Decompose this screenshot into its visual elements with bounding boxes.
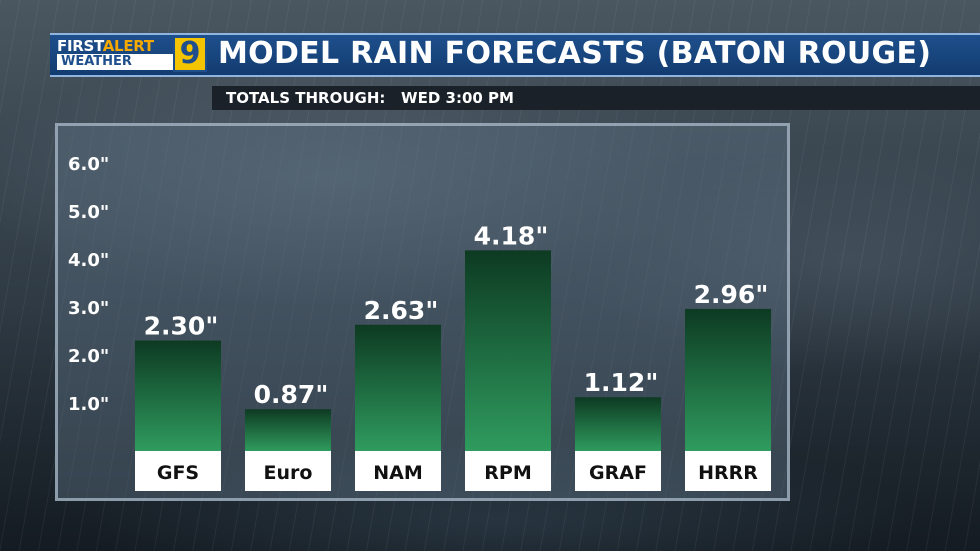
category-label-box	[355, 451, 441, 491]
y-tick-label: 1.0"	[68, 394, 109, 415]
bar-value-label: 0.87"	[254, 380, 329, 409]
page-title: MODEL RAIN FORECASTS (BATON ROUGE)	[218, 36, 932, 71]
category-label: NAM	[373, 462, 423, 484]
bar-group-gfs: 2.30" GFS	[135, 312, 221, 491]
logo-alert-text: ALERT	[102, 37, 154, 55]
category-label-box	[245, 451, 331, 491]
y-tick-label: 3.0"	[68, 298, 109, 319]
category-label-box	[685, 451, 771, 491]
y-tick-label: 6.0"	[68, 154, 109, 175]
bar	[355, 324, 441, 451]
category-label-box	[465, 451, 551, 491]
category-label-box	[135, 451, 221, 491]
bar	[575, 397, 661, 451]
bar-group-hrrr: 2.96" HRRR	[685, 280, 771, 491]
bar-group-graf: 1.12" GRAF	[575, 368, 661, 491]
bar	[685, 308, 771, 451]
category-label: HRRR	[698, 462, 758, 484]
subtitle-text: TOTALS THROUGH: WED 3:00 PM	[226, 89, 514, 107]
bar-value-label: 2.96"	[694, 280, 769, 309]
bar	[245, 409, 331, 451]
category-label: GFS	[157, 462, 199, 484]
y-tick-label: 5.0"	[68, 202, 109, 223]
bar-group-nam: 2.63" NAM	[355, 296, 441, 491]
logo-first-alert: FIRSTALERT	[57, 37, 154, 55]
bar-value-label: 1.12"	[584, 368, 659, 397]
bar-value-label: 4.18"	[474, 221, 549, 250]
bars: 2.30" GFS 0.87" Euro 2.63" NAM 4.18" RPM 1.12" GR…	[135, 221, 771, 491]
bar	[465, 250, 551, 451]
bar-value-label: 2.30"	[144, 312, 219, 341]
category-label-box	[575, 451, 661, 491]
subtitle-bar	[212, 86, 980, 110]
bar-value-label: 2.63"	[364, 296, 439, 325]
bar	[135, 340, 221, 451]
station-logo: FIRSTALERT WEATHER 9	[55, 36, 210, 74]
bar-group-euro: 0.87" Euro	[245, 380, 331, 491]
y-axis: 1.0" 2.0" 3.0" 4.0" 5.0" 6.0"	[68, 154, 109, 415]
logo-weather-text: WEATHER	[57, 54, 173, 70]
bar-group-rpm: 4.18" RPM	[465, 221, 551, 491]
category-label: RPM	[484, 462, 531, 484]
category-label: GRAF	[589, 462, 647, 484]
category-label: Euro	[264, 462, 313, 484]
logo-first-text: FIRST	[57, 37, 103, 55]
y-tick-label: 2.0"	[68, 346, 109, 367]
logo-channel-number: 9	[173, 36, 207, 72]
y-tick-label: 4.0"	[68, 250, 109, 271]
